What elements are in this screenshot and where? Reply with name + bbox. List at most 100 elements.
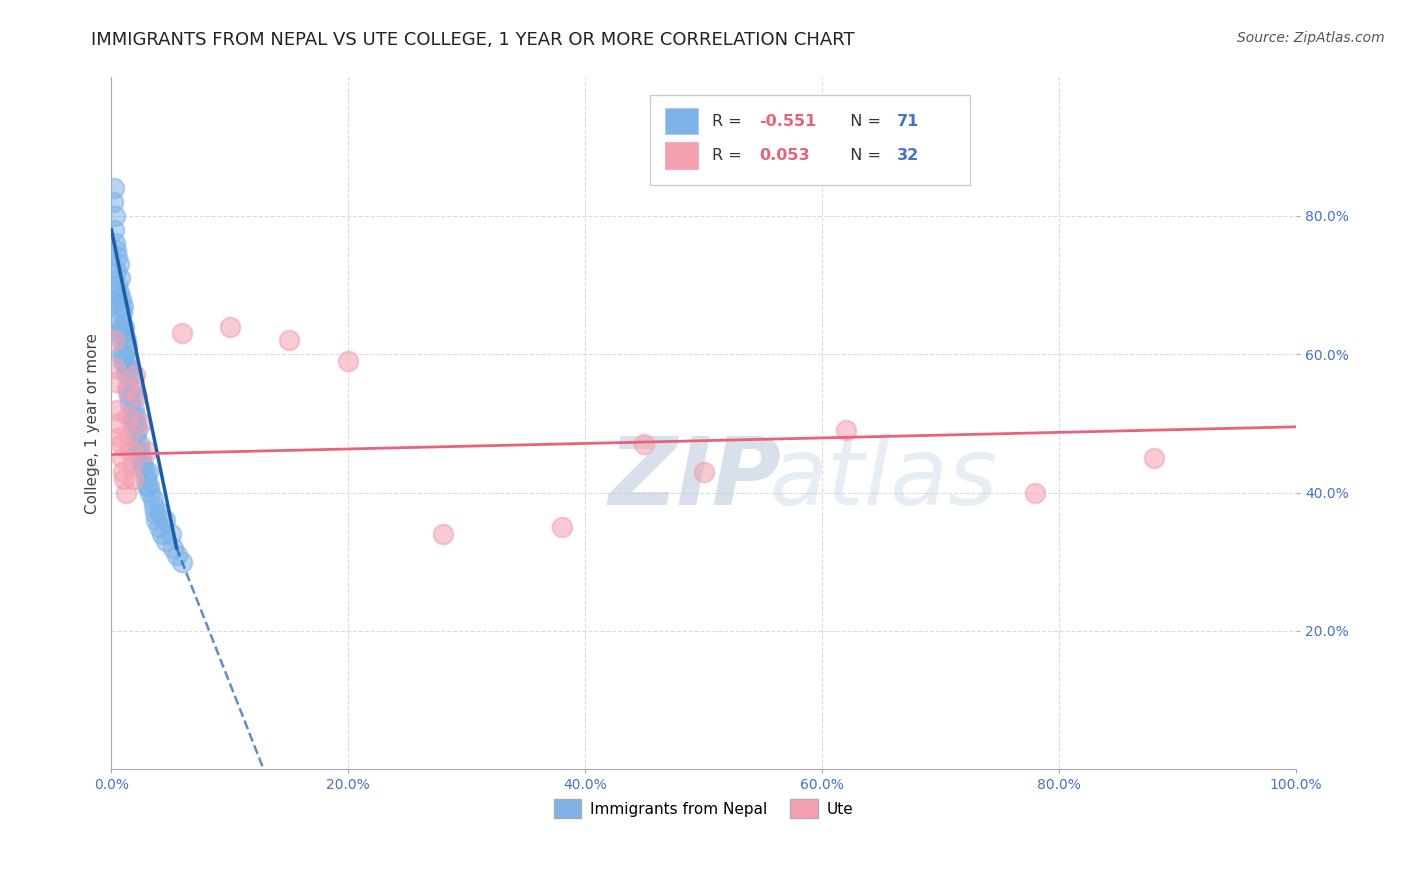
Point: [112, 299, 135, 313]
Point: [114, 472, 136, 486]
Point: [127, 389, 149, 403]
Point: [159, 527, 181, 541]
Point: [114, 347, 136, 361]
Point: [121, 389, 143, 403]
Point: [108, 271, 131, 285]
Point: [128, 444, 150, 458]
Text: Source: ZipAtlas.com: Source: ZipAtlas.com: [1237, 31, 1385, 45]
Point: [103, 181, 125, 195]
Text: N =: N =: [839, 148, 886, 163]
Point: [136, 465, 159, 479]
Point: [105, 278, 128, 293]
Point: [117, 409, 139, 424]
Point: [127, 444, 149, 458]
Point: [145, 513, 167, 527]
Text: atlas: atlas: [769, 434, 997, 524]
Point: [337, 354, 360, 368]
Point: [114, 485, 136, 500]
Point: [108, 326, 131, 341]
Point: [155, 533, 177, 548]
Point: [121, 409, 143, 424]
Point: [111, 306, 134, 320]
Point: [117, 354, 139, 368]
Point: [143, 500, 166, 514]
Text: 71: 71: [897, 113, 920, 128]
Point: [112, 326, 135, 341]
Point: [103, 334, 125, 348]
Point: [112, 465, 135, 479]
Text: N =: N =: [839, 113, 886, 128]
Point: [104, 361, 127, 376]
Point: [172, 555, 194, 569]
Point: [124, 409, 146, 424]
Point: [108, 299, 131, 313]
Point: [1024, 485, 1046, 500]
Point: [136, 478, 159, 492]
Point: [149, 506, 172, 520]
Point: [432, 527, 454, 541]
Point: [128, 437, 150, 451]
Point: [121, 382, 143, 396]
Point: [110, 437, 132, 451]
Point: [550, 520, 572, 534]
Text: 32: 32: [897, 148, 920, 163]
Point: [692, 465, 714, 479]
Point: [101, 194, 124, 209]
Point: [121, 417, 143, 431]
Point: [166, 548, 188, 562]
Point: [143, 506, 166, 520]
Point: [172, 326, 194, 341]
Point: [115, 340, 138, 354]
Point: [120, 368, 142, 382]
Point: [142, 492, 165, 507]
Point: [136, 444, 159, 458]
Point: [103, 222, 125, 236]
Point: [110, 319, 132, 334]
Point: [107, 285, 129, 299]
Text: R =: R =: [711, 113, 747, 128]
Point: [138, 478, 160, 492]
Point: [108, 430, 131, 444]
Point: [633, 437, 655, 451]
Point: [120, 444, 142, 458]
Point: [124, 368, 146, 382]
Point: [105, 264, 128, 278]
Point: [107, 417, 129, 431]
Point: [110, 292, 132, 306]
Text: -0.551: -0.551: [759, 113, 817, 128]
Point: [124, 430, 146, 444]
Point: [115, 368, 138, 382]
Text: R =: R =: [711, 148, 747, 163]
Point: [162, 541, 184, 555]
Point: [111, 347, 134, 361]
Point: [112, 354, 135, 368]
Point: [104, 209, 127, 223]
Point: [278, 334, 301, 348]
Bar: [665, 108, 697, 134]
Bar: [651, 95, 970, 185]
Point: [120, 395, 142, 409]
Point: [125, 417, 148, 431]
Point: [131, 458, 153, 472]
Point: [117, 382, 139, 396]
Point: [121, 458, 143, 472]
Bar: [665, 143, 697, 169]
Point: [153, 513, 176, 527]
Point: [107, 257, 129, 271]
Point: [105, 375, 128, 389]
Point: [105, 250, 128, 264]
Point: [105, 402, 128, 417]
Point: [104, 236, 127, 251]
Point: [139, 485, 162, 500]
Point: [121, 472, 143, 486]
Point: [835, 423, 858, 437]
Y-axis label: College, 1 year or more: College, 1 year or more: [86, 333, 100, 514]
Point: [118, 361, 141, 376]
Text: ZIP: ZIP: [609, 433, 782, 524]
Point: [115, 382, 138, 396]
Point: [114, 319, 136, 334]
Point: [129, 450, 152, 465]
Point: [118, 389, 141, 403]
Text: IMMIGRANTS FROM NEPAL VS UTE COLLEGE, 1 YEAR OR MORE CORRELATION CHART: IMMIGRANTS FROM NEPAL VS UTE COLLEGE, 1 …: [91, 31, 855, 49]
Text: 0.053: 0.053: [759, 148, 810, 163]
